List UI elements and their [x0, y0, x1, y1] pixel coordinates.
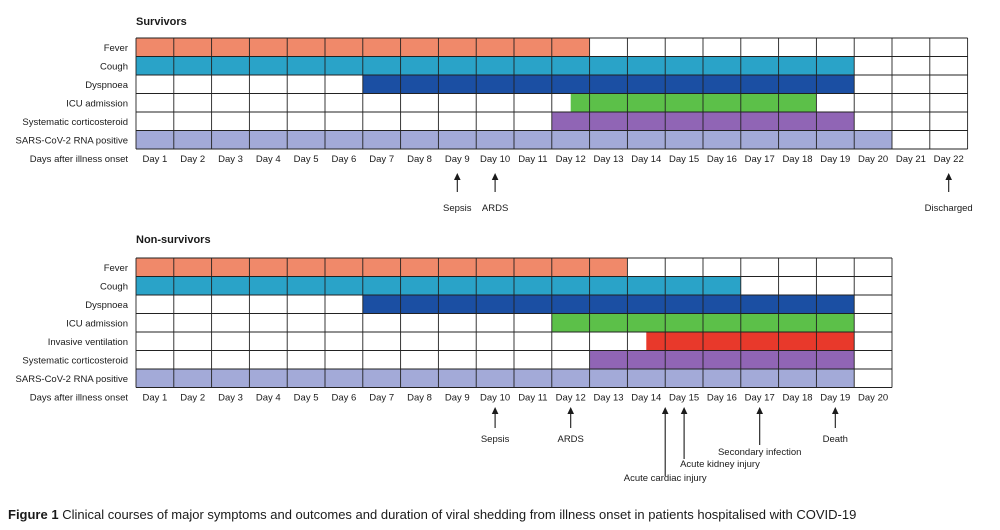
non-survivors-day-label-14: Day 14 [631, 392, 661, 403]
survivors-event-label-sepsis: Sepsis [443, 203, 472, 214]
survivors-day-label-17: Day 17 [745, 154, 775, 165]
survivors-row-label-icu-admission: ICU admission [66, 98, 128, 109]
non-survivors-row-label-sars-cov-2-rna-positive: SARS-CoV-2 RNA positive [16, 374, 128, 385]
non-survivors-day-label-15: Day 15 [669, 392, 699, 403]
non-survivors-event-label-sepsis: Sepsis [481, 434, 510, 445]
non-survivors-event-label-acute-kidney-injury: Acute kidney injury [680, 459, 760, 470]
non-survivors-day-label-16: Day 16 [707, 392, 737, 403]
non-survivors-row-label-fever: Fever [104, 263, 128, 274]
survivors-bar-dyspnoea [362, 75, 855, 94]
non-survivors-event-label-secondary-infection: Secondary infection [718, 447, 801, 458]
non-survivors-day-label-11: Day 11 [518, 392, 547, 403]
non-survivors-event-arrowhead-ards [567, 407, 574, 414]
survivors-day-label-8: Day 8 [407, 154, 432, 165]
survivors-day-label-12: Day 12 [556, 154, 586, 165]
non-survivors-day-label-13: Day 13 [593, 392, 623, 403]
non-survivors-event-label-death: Death [823, 434, 848, 445]
survivors-day-label-10: Day 10 [480, 154, 510, 165]
non-survivors-row-label-dyspnoea: Dyspnoea [85, 300, 128, 311]
survivors-event-arrowhead-sepsis [454, 173, 461, 180]
survivors-event-arrowhead-ards [491, 173, 499, 180]
non-survivors-bar-sars-cov-2-rna-positive [136, 369, 855, 388]
non-survivors-bar-invasive-ventilation [646, 332, 855, 351]
survivors-day-label-22: Day 22 [934, 154, 964, 165]
survivors-day-label-16: Day 16 [707, 154, 737, 165]
non-survivors-day-label-19: Day 19 [820, 392, 850, 403]
survivors-title: Survivors [136, 16, 187, 28]
non-survivors-day-label-20: Day 20 [858, 392, 888, 403]
non-survivors-day-label-3: Day 3 [218, 392, 243, 403]
non-survivors-row-label-systematic-corticosteroid: Systematic corticosteroid [22, 355, 128, 366]
non-survivors-event-arrowhead-acute-kidney-injury [680, 407, 688, 414]
survivors-event-label-discharged: Discharged [925, 203, 973, 214]
non-survivors-day-label-18: Day 18 [782, 392, 812, 403]
non-survivors-day-label-9: Day 9 [445, 392, 470, 403]
non-survivors-day-label-10: Day 10 [480, 392, 510, 403]
survivors-event-arrowhead-discharged [945, 173, 952, 180]
survivors-day-axis-label: Days after illness onset [30, 154, 129, 165]
survivors-row-label-cough: Cough [100, 61, 128, 72]
survivors-day-label-9: Day 9 [445, 154, 470, 165]
non-survivors-event-label-acute-cardiac-injury: Acute cardiac injury [624, 473, 707, 484]
survivors-day-label-13: Day 13 [593, 154, 623, 165]
survivors-day-label-18: Day 18 [782, 154, 812, 165]
survivors-row-label-sars-cov-2-rna-positive: SARS-CoV-2 RNA positive [16, 135, 128, 146]
survivors-day-label-11: Day 11 [518, 154, 547, 165]
survivors-row-label-systematic-corticosteroid: Systematic corticosteroid [22, 117, 128, 128]
non-survivors-day-axis-label: Days after illness onset [30, 392, 129, 403]
survivors-event-label-ards: ARDS [482, 203, 508, 214]
survivors-day-label-1: Day 1 [142, 154, 167, 165]
survivors-day-label-2: Day 2 [180, 154, 205, 165]
non-survivors-event-label-ards: ARDS [557, 434, 583, 445]
non-survivors-event-arrowhead-secondary-infection [756, 407, 763, 414]
non-survivors-event-arrowhead-death [832, 407, 839, 414]
figure-caption-text: Clinical courses of major symptoms and o… [62, 507, 857, 522]
non-survivors-panel: Non-survivors Fever Cough Dyspnoea ICU admis… [16, 234, 893, 484]
non-survivors-day-label-12: Day 12 [556, 392, 586, 403]
figure-caption: Figure 1 Clinical courses of major sympt… [8, 507, 856, 522]
survivors-day-label-7: Day 7 [369, 154, 394, 165]
survivors-day-label-21: Day 21 [896, 154, 926, 165]
non-survivors-row-label-icu-admission: ICU admission [66, 318, 128, 329]
non-survivors-title: Non-survivors [136, 234, 211, 246]
non-survivors-event-arrowhead-acute-cardiac-injury [661, 407, 669, 414]
non-survivors-row-label-cough: Cough [100, 281, 128, 292]
survivors-day-label-6: Day 6 [331, 154, 356, 165]
survivors-row-label-fever: Fever [104, 43, 128, 54]
survivors-panel: Survivors Fever Cough Dyspnoea ICU admission… [16, 16, 973, 214]
survivors-day-label-4: Day 4 [256, 154, 281, 165]
non-survivors-day-label-2: Day 2 [180, 392, 205, 403]
survivors-day-label-15: Day 15 [669, 154, 699, 165]
survivors-day-label-5: Day 5 [294, 154, 319, 165]
non-survivors-bar-dyspnoea [362, 295, 855, 314]
non-survivors-row-label-invasive-ventilation: Invasive ventilation [48, 337, 128, 348]
non-survivors-day-label-7: Day 7 [369, 392, 394, 403]
non-survivors-day-label-1: Day 1 [142, 392, 167, 403]
survivors-bar-cough [136, 56, 855, 75]
figure-label: Figure 1 [8, 507, 59, 522]
non-survivors-bar-fever [136, 258, 628, 277]
survivors-day-label-3: Day 3 [218, 154, 243, 165]
non-survivors-day-label-4: Day 4 [256, 392, 281, 403]
non-survivors-day-label-8: Day 8 [407, 392, 432, 403]
non-survivors-bar-systematic-corticosteroid [589, 350, 855, 369]
non-survivors-event-arrowhead-sepsis [491, 407, 499, 414]
survivors-day-label-19: Day 19 [820, 154, 850, 165]
survivors-row-label-dyspnoea: Dyspnoea [85, 80, 128, 91]
non-survivors-day-label-5: Day 5 [294, 392, 319, 403]
survivors-day-label-20: Day 20 [858, 154, 888, 165]
survivors-day-label-14: Day 14 [631, 154, 661, 165]
survivors-bar-icu-admission [570, 93, 817, 112]
non-survivors-day-label-6: Day 6 [331, 392, 356, 403]
non-survivors-day-label-17: Day 17 [745, 392, 775, 403]
